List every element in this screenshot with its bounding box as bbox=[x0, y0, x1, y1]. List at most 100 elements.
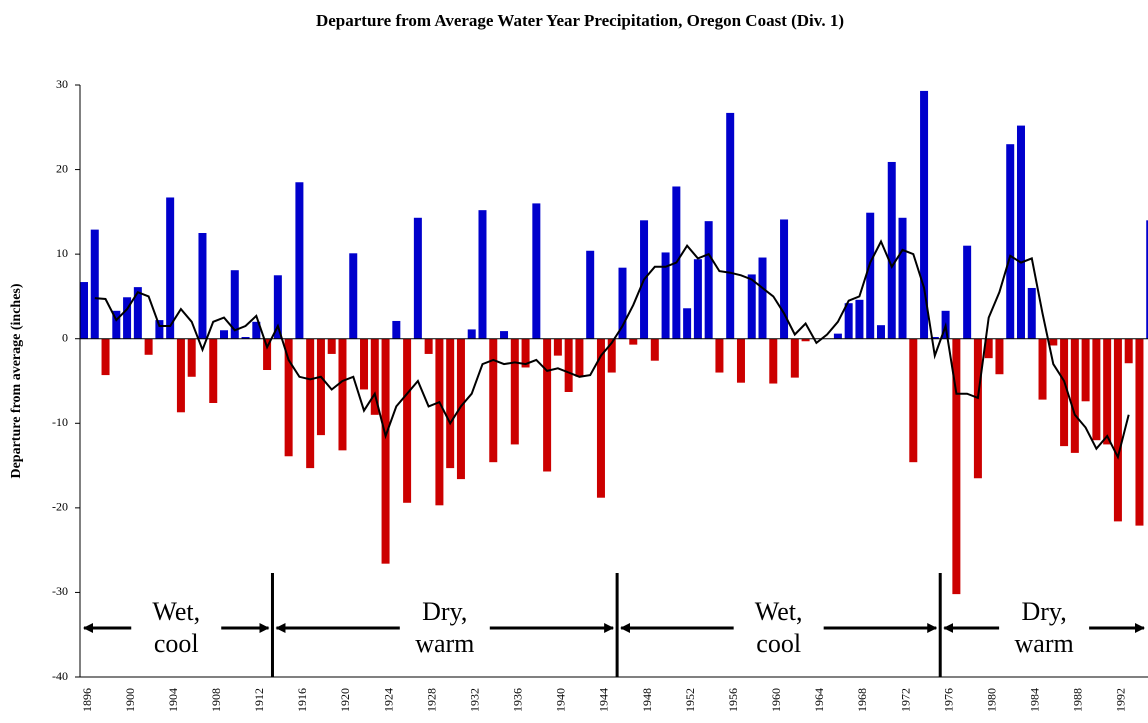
bar bbox=[650, 338, 659, 361]
chart-title: Departure from Average Water Year Precip… bbox=[316, 11, 844, 30]
x-tick-label: 1972 bbox=[898, 688, 912, 712]
bar bbox=[456, 338, 465, 480]
x-tick-label: 1896 bbox=[80, 688, 94, 712]
bar bbox=[984, 338, 993, 359]
x-tick-label: 1956 bbox=[726, 688, 740, 712]
bar bbox=[1049, 338, 1058, 346]
bar bbox=[155, 320, 164, 339]
x-tick-label: 1980 bbox=[984, 688, 998, 712]
annotation-text: cool bbox=[756, 629, 801, 658]
x-tick-label: 1964 bbox=[812, 688, 826, 712]
bar bbox=[273, 275, 282, 339]
y-axis-label: Departure from average (inches) bbox=[9, 283, 24, 478]
x-tick-label: 1988 bbox=[1071, 688, 1085, 712]
x-tick-label: 1952 bbox=[683, 688, 697, 712]
bar bbox=[112, 310, 121, 339]
bar bbox=[252, 321, 261, 339]
y-tick-label: -40 bbox=[52, 669, 68, 683]
bar bbox=[306, 338, 315, 469]
bar bbox=[532, 203, 541, 339]
y-tick-label: -20 bbox=[52, 500, 68, 514]
x-tick-label: 1940 bbox=[554, 688, 568, 712]
bar bbox=[1081, 338, 1090, 402]
bar bbox=[693, 259, 702, 339]
bar bbox=[198, 233, 207, 339]
annotation-text: Dry, bbox=[422, 597, 467, 626]
bar bbox=[176, 338, 185, 413]
bar bbox=[963, 245, 972, 339]
bar bbox=[338, 338, 347, 451]
bar bbox=[726, 112, 735, 339]
annotation-text: Dry, bbox=[1021, 597, 1066, 626]
bar bbox=[564, 338, 573, 392]
bar bbox=[360, 338, 369, 390]
annotation-text: Wet, bbox=[755, 597, 803, 626]
bar bbox=[855, 299, 864, 339]
x-tick-label: 1932 bbox=[467, 688, 481, 712]
x-tick-label: 1992 bbox=[1114, 688, 1128, 712]
bar bbox=[596, 338, 605, 498]
bar bbox=[952, 338, 961, 595]
bar bbox=[316, 338, 325, 436]
bar bbox=[898, 217, 907, 339]
bar bbox=[973, 338, 982, 479]
bar bbox=[370, 338, 379, 415]
bar bbox=[607, 338, 616, 373]
bar bbox=[715, 338, 724, 373]
bar bbox=[1027, 287, 1036, 339]
bar bbox=[801, 338, 810, 342]
annotation-text: Wet, bbox=[152, 597, 200, 626]
bar bbox=[424, 338, 433, 354]
bar bbox=[586, 250, 595, 339]
bar bbox=[80, 282, 88, 339]
x-tick-label: 1968 bbox=[855, 688, 869, 712]
bar bbox=[769, 338, 778, 384]
bar bbox=[413, 217, 422, 339]
y-tick-label: 10 bbox=[56, 246, 68, 260]
bar bbox=[500, 331, 509, 339]
bar bbox=[887, 161, 896, 339]
bar bbox=[241, 337, 250, 339]
bar bbox=[1060, 338, 1069, 447]
annotation-text: warm bbox=[1015, 629, 1074, 658]
bar bbox=[930, 337, 939, 339]
bar bbox=[381, 338, 390, 564]
bar bbox=[844, 303, 853, 339]
bar bbox=[1146, 220, 1148, 339]
bar bbox=[220, 330, 229, 339]
bar bbox=[1016, 125, 1025, 339]
bar bbox=[349, 253, 358, 339]
y-tick-label: -30 bbox=[52, 584, 68, 598]
x-tick-label: 1960 bbox=[769, 688, 783, 712]
x-tick-label: 1976 bbox=[941, 688, 955, 712]
bar bbox=[866, 212, 875, 339]
bar bbox=[553, 338, 562, 356]
bar bbox=[123, 297, 132, 339]
x-tick-label: 1912 bbox=[252, 688, 266, 712]
y-tick-label: -10 bbox=[52, 415, 68, 429]
bar bbox=[90, 229, 99, 339]
bar bbox=[510, 338, 519, 445]
bar bbox=[230, 270, 239, 339]
bar bbox=[435, 338, 444, 506]
bar bbox=[780, 219, 789, 339]
bar bbox=[101, 338, 110, 376]
bar bbox=[133, 287, 142, 339]
bar bbox=[403, 338, 412, 503]
bar bbox=[446, 338, 455, 469]
annotation-text: cool bbox=[154, 629, 199, 658]
bar bbox=[489, 338, 498, 463]
bar bbox=[736, 338, 745, 383]
bar bbox=[629, 338, 638, 345]
y-tick-label: 0 bbox=[62, 330, 68, 344]
bar bbox=[543, 338, 552, 472]
bar bbox=[284, 338, 293, 457]
bar bbox=[618, 267, 627, 339]
plot-area bbox=[80, 90, 1148, 595]
x-tick-label: 1920 bbox=[338, 688, 352, 712]
bar bbox=[747, 274, 756, 339]
y-tick-label: 20 bbox=[56, 161, 68, 175]
bar bbox=[295, 182, 304, 339]
